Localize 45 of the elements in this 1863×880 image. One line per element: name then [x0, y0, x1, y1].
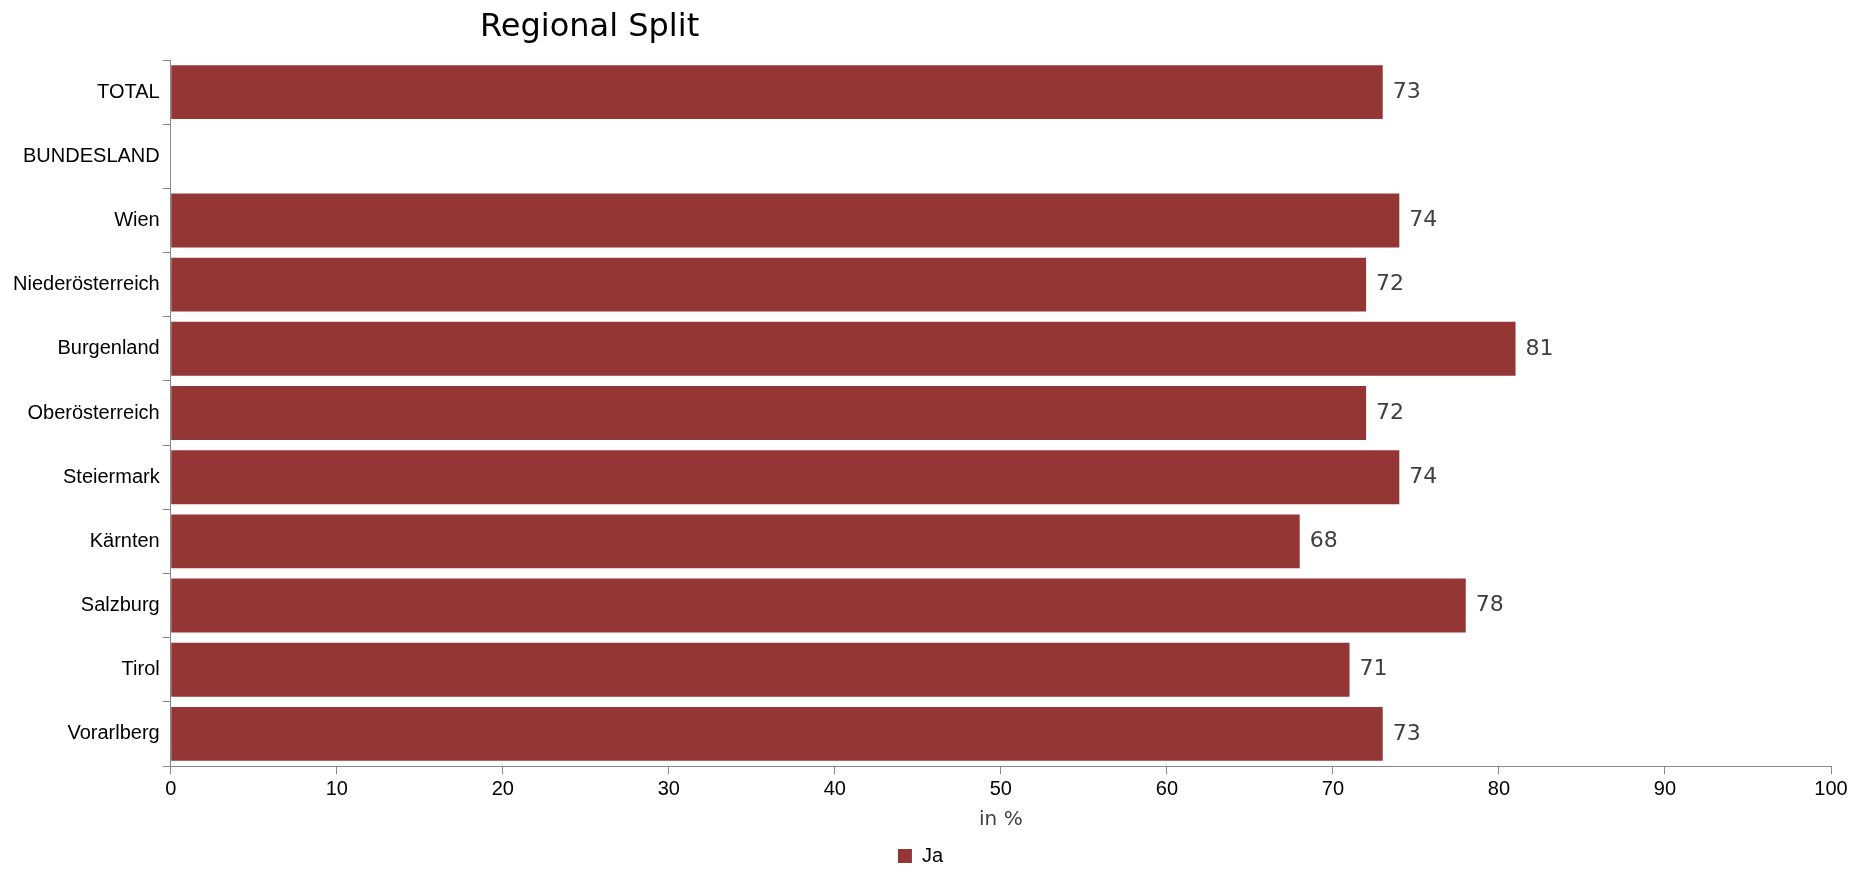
x-tick-label: 100 — [1814, 776, 1848, 799]
data-label: 68 — [1309, 527, 1338, 553]
legend-label: Ja — [921, 843, 944, 866]
y-tick-label: Kärnten — [89, 528, 160, 551]
bar — [171, 642, 1350, 697]
bar — [171, 65, 1383, 120]
bar — [171, 706, 1383, 761]
y-tick-label: TOTAL — [97, 79, 160, 102]
x-tick-label: 60 — [1155, 776, 1179, 799]
bar — [171, 321, 1516, 376]
y-tick-label: BUNDESLAND — [23, 143, 160, 166]
data-label: 81 — [1525, 334, 1554, 360]
x-tick-label: 0 — [165, 776, 177, 799]
data-label: 73 — [1392, 77, 1421, 103]
x-tick-label: 50 — [989, 776, 1012, 799]
y-tick-label: Salzburg — [80, 593, 160, 616]
x-tick-label: 90 — [1653, 776, 1677, 799]
x-tick-label: 80 — [1487, 776, 1511, 799]
x-tick-label: 10 — [325, 776, 348, 799]
data-label: 74 — [1409, 206, 1438, 232]
data-label: 72 — [1376, 398, 1405, 424]
y-tick-label: Niederösterreich — [12, 272, 160, 295]
y-tick-label: Tirol — [121, 657, 160, 680]
data-label: 72 — [1376, 270, 1405, 296]
x-tick-label: 20 — [491, 776, 514, 799]
bar — [171, 450, 1400, 505]
y-tick-label: Steiermark — [63, 464, 161, 487]
y-tick-label: Vorarlberg — [67, 721, 160, 744]
bar — [171, 386, 1367, 440]
x-tick-label: 70 — [1321, 776, 1345, 799]
bar — [171, 578, 1466, 633]
y-tick-label: Burgenland — [57, 336, 160, 359]
x-tick-label: 30 — [657, 776, 680, 799]
chart-title: Regional Split — [480, 6, 700, 44]
data-label: 74 — [1409, 462, 1438, 488]
y-tick-label: Oberösterreich — [27, 400, 160, 423]
data-label: 73 — [1392, 719, 1421, 745]
y-tick-label: Wien — [114, 207, 160, 230]
data-label: 78 — [1475, 591, 1504, 617]
bar — [171, 193, 1400, 248]
data-label: 71 — [1359, 655, 1388, 681]
bar — [171, 257, 1367, 312]
bar — [171, 514, 1300, 569]
x-axis-title: in % — [979, 806, 1023, 831]
x-tick-label: 40 — [823, 776, 846, 799]
